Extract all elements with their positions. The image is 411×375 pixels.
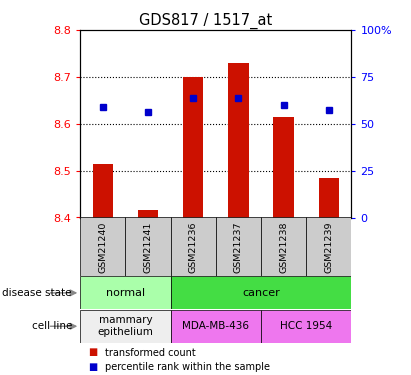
Text: percentile rank within the sample: percentile rank within the sample (105, 362, 270, 372)
Bar (138, 210, 158, 218)
Text: GSM21237: GSM21237 (234, 222, 243, 273)
Bar (125, 217, 171, 276)
Text: cell line: cell line (32, 321, 72, 331)
Bar (80, 217, 125, 276)
Text: MDA-MB-436: MDA-MB-436 (182, 321, 249, 331)
Bar (261, 310, 351, 343)
Text: ■: ■ (88, 348, 98, 357)
Text: ■: ■ (88, 362, 98, 372)
Bar (183, 77, 203, 218)
Bar (228, 63, 249, 217)
Text: mammary
epithelium: mammary epithelium (97, 315, 153, 337)
Text: cancer: cancer (242, 288, 280, 298)
Bar (171, 276, 351, 309)
Text: disease state: disease state (2, 288, 72, 298)
Text: normal: normal (106, 288, 145, 298)
Bar (319, 178, 339, 218)
Bar (273, 117, 294, 218)
Text: GDS817 / 1517_at: GDS817 / 1517_at (139, 13, 272, 29)
Bar (306, 217, 351, 276)
Bar (216, 217, 261, 276)
Bar (171, 217, 216, 276)
Bar (80, 310, 171, 343)
Text: GSM21238: GSM21238 (279, 222, 288, 273)
Text: HCC 1954: HCC 1954 (280, 321, 332, 331)
Text: GSM21239: GSM21239 (324, 222, 333, 273)
Text: GSM21236: GSM21236 (189, 222, 198, 273)
Bar (80, 276, 171, 309)
Text: transformed count: transformed count (105, 348, 196, 357)
Text: GSM21240: GSM21240 (98, 222, 107, 273)
Bar (261, 217, 306, 276)
Bar (171, 310, 261, 343)
Text: GSM21241: GSM21241 (143, 222, 152, 273)
Bar (92, 164, 113, 218)
